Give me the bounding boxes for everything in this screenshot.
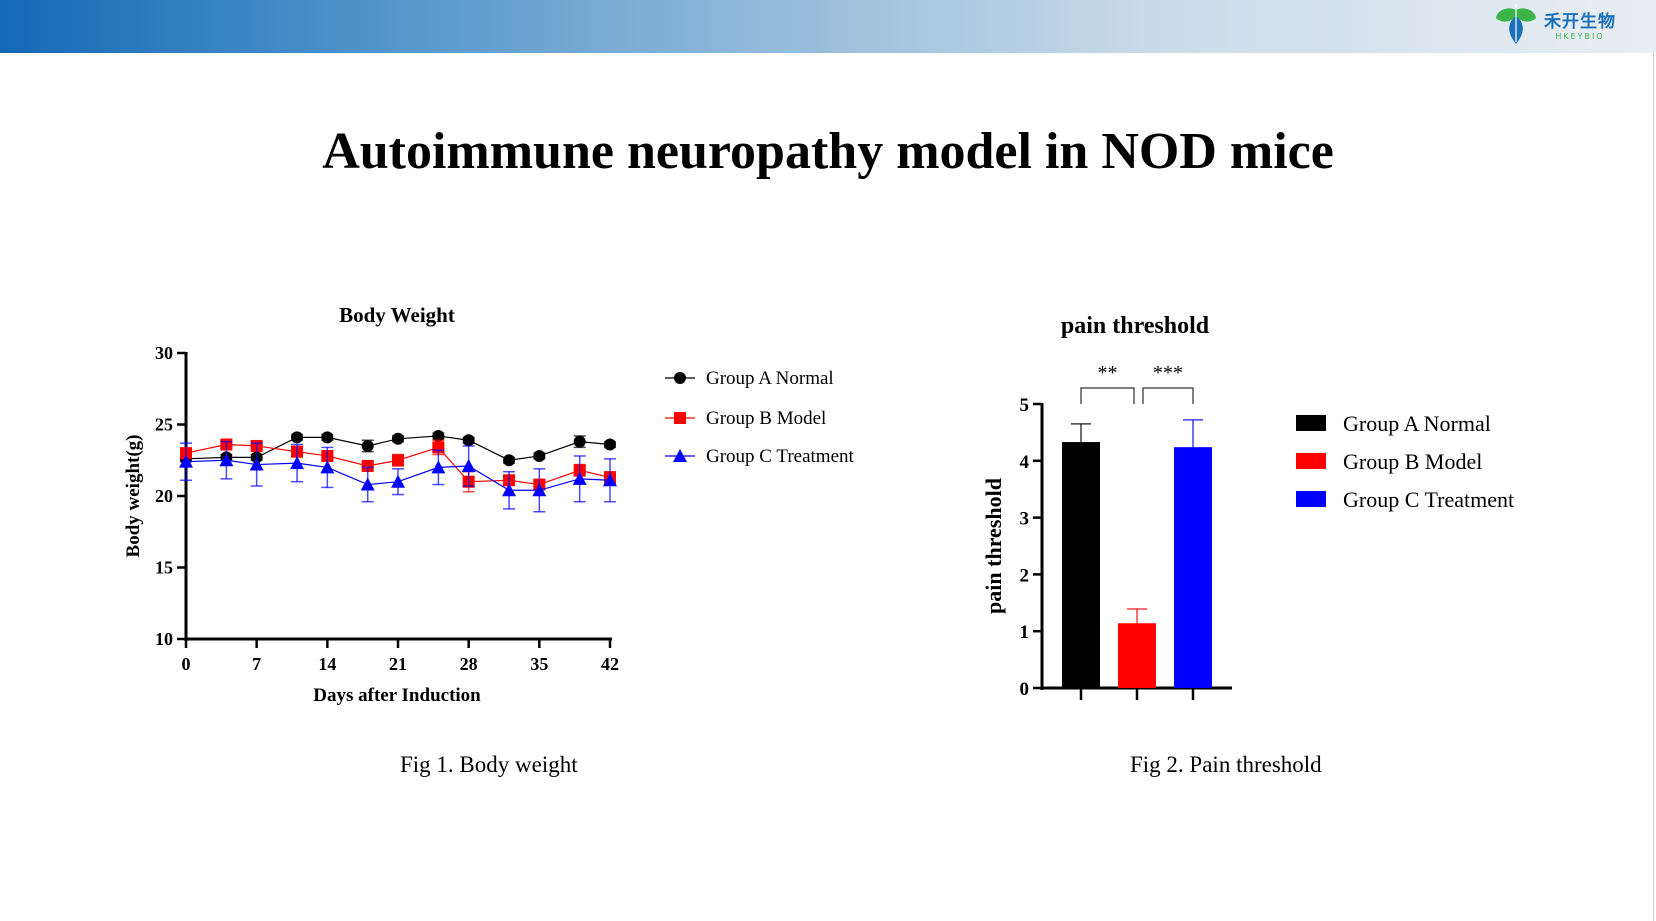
chart1-legend-marker [674,372,686,384]
chart2-title: pain threshold [1061,313,1210,339]
chart2-legend-label: Group B Model [1343,449,1482,474]
chart1-point [391,474,405,488]
chart1-point [533,449,546,462]
chart2-legend-label: Group C Treatment [1343,487,1514,512]
chart1-legend-marker [673,449,687,462]
chart1-point [604,438,616,451]
chart2-significance-bracket [1080,387,1135,404]
chart2-y-label: pain threshold [981,478,1006,614]
chart2-bar-1 [1118,623,1156,688]
chart1-legend-label: Group C Treatment [706,446,855,467]
chart1-point [249,457,264,471]
logo-en-text: HKEYBIO [1555,32,1605,41]
chart1-x-tick-label: 42 [601,654,619,674]
logo-cn-text: 禾开生物 [1544,12,1616,32]
chart1-legend-label: Group B Model [706,408,826,429]
slide-edge [1653,53,1654,921]
chart1-point [361,439,374,452]
chart1-point [179,454,193,468]
leaf-logo-icon [1496,4,1536,44]
chart1-point [320,460,335,474]
chart1-title: Body Weight [339,303,455,327]
chart1-y-tick-label: 10 [155,629,173,649]
chart1-x-tick-label: 28 [460,654,478,674]
chart2-significance-label: *** [1153,362,1183,384]
chart1-point [503,454,516,467]
chart1-x-tick-label: 7 [252,654,261,674]
chart2-y-tick-label: 2 [1020,565,1030,586]
chart1-point [290,456,305,470]
chart1-point [461,458,476,472]
chart2-bar-2 [1174,447,1212,688]
chart2-y-tick-label: 5 [1020,395,1030,416]
chart1-point [572,471,587,485]
chart2-legend-label: Group A Normal [1343,411,1491,436]
chart1-point [573,435,586,448]
chart2-y-tick-label: 1 [1020,622,1030,643]
caption-fig2: Fig 2. Pain threshold [1130,752,1322,777]
chart1-point [361,459,374,472]
chart1-point [432,429,445,442]
chart2-legend-swatch [1296,415,1326,431]
chart1-point [219,453,234,467]
chart2-legend-swatch [1296,453,1326,469]
slide-title: Autoimmune neuropathy model in NOD mice [322,123,1334,180]
chart1-point [462,434,475,447]
chart2-significance-label: ** [1098,362,1118,384]
chart1-point [603,473,617,487]
chart1-point [392,454,404,467]
chart1-x-label: Days after Induction [313,685,481,706]
chart1-y-tick-label: 15 [155,558,173,578]
chart1-point [321,431,334,444]
chart1-point [392,432,404,445]
chart2-y-tick-label: 3 [1020,509,1030,530]
chart1-x-tick-label: 14 [318,654,336,674]
chart1-y-tick-label: 20 [155,486,173,506]
chart1-y-tick-label: 25 [155,415,173,435]
chart2-significance-bracket [1142,387,1194,404]
chart2-legend-swatch [1296,491,1326,507]
caption-fig1: Fig 1. Body weight [400,752,578,777]
chart2-y-tick-label: 4 [1020,452,1030,473]
header-banner [0,0,1656,53]
chart2-y-tick-label: 0 [1020,679,1030,700]
chart2-bar-0 [1062,442,1100,688]
chart1-x-tick-label: 35 [530,654,548,674]
chart1-x-tick-label: 0 [182,654,191,674]
chart1-point [431,460,446,474]
chart1-point [360,477,375,491]
chart1-legend-label: Group A Normal [706,368,834,389]
chart1-legend-marker [674,412,686,424]
chart1-point [291,431,304,444]
chart1-x-tick-label: 21 [389,654,407,674]
chart1-y-label: Body weight(g) [123,435,144,558]
hkeybio-logo: 禾开生物 HKEYBIO [1494,2,1616,46]
chart1-point [502,483,517,497]
chart1-point [532,483,547,497]
chart1-y-tick-label: 30 [155,343,173,363]
